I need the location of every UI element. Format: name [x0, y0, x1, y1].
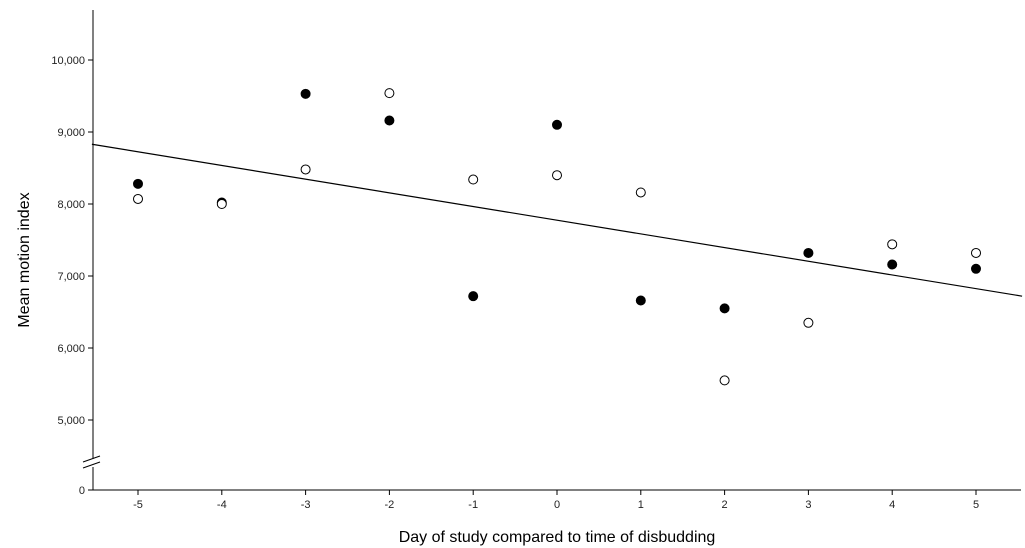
x-tick-label: -2: [385, 499, 395, 511]
x-tick-label: 4: [889, 499, 895, 511]
open-point: [552, 170, 562, 181]
y-axis-title: Mean motion index: [16, 192, 33, 327]
axis-break-mark: [82, 455, 101, 463]
open-point: [468, 174, 479, 185]
x-tick-label: -5: [133, 499, 143, 511]
x-tick-label: -1: [468, 499, 478, 511]
fit-line: [91, 143, 1023, 297]
y-tick-label: 10,000: [51, 55, 85, 67]
axis-break-mark: [82, 461, 101, 469]
x-tick-label: 2: [722, 499, 728, 511]
fit-line-group: [91, 143, 1023, 297]
filled-point: [719, 303, 730, 314]
open-point: [971, 247, 981, 258]
filled-point: [552, 119, 562, 130]
y-tick-label: 6,000: [57, 343, 85, 355]
filled-point: [133, 178, 143, 189]
y-tick-label: 5,000: [57, 415, 85, 427]
open-point: [133, 193, 143, 204]
x-tick-label: 5: [973, 499, 979, 511]
y-tick-label: 0: [79, 485, 85, 497]
x-axis-title: Day of study compared to time of disbudd…: [399, 529, 716, 546]
x-tick-label: 3: [805, 499, 811, 511]
axes: [82, 10, 1021, 491]
open-point: [635, 187, 646, 198]
x-tick-label: -3: [301, 499, 311, 511]
open-point: [719, 375, 730, 386]
open-point: [300, 164, 311, 175]
x-tick-label: 1: [638, 499, 644, 511]
y-tick-label: 7,000: [57, 271, 85, 283]
open-point: [803, 317, 814, 328]
filled-point: [635, 295, 646, 306]
open-point: [384, 88, 395, 99]
filled-point: [971, 263, 981, 274]
filled-point: [384, 115, 395, 126]
open-point: [887, 239, 898, 250]
filled-point: [300, 88, 311, 99]
filled-point: [468, 291, 479, 302]
data-points: [133, 88, 981, 386]
x-tick-label: -4: [217, 499, 227, 511]
filled-point: [803, 247, 814, 258]
x-tick-label: 0: [554, 499, 560, 511]
y-tick-label: 9,000: [57, 127, 85, 139]
filled-point: [887, 259, 898, 270]
open-point: [216, 199, 227, 209]
ticks: 0 5,000 6,000 7,000 8,000 9,000 10,000 -5 -4 -3 -2…: [51, 55, 979, 511]
y-tick-label: 8,000: [57, 199, 85, 211]
